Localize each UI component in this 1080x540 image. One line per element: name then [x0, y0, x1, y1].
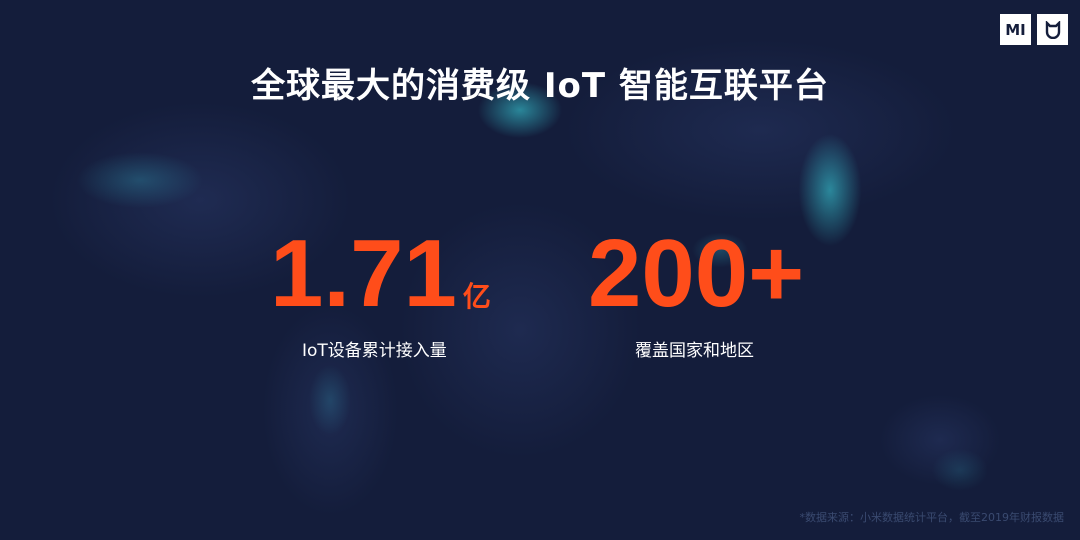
- mijia-logo: [1037, 14, 1068, 45]
- stat-countries: 200+ 覆盖国家和地区: [588, 226, 804, 362]
- stat-label: 覆盖国家和地区: [635, 341, 754, 361]
- stat-value: 1.71: [270, 220, 457, 327]
- stat-value: 200+: [588, 220, 805, 327]
- footnote: *数据来源：小米数据统计平台，截至2019年财报数据: [799, 511, 1065, 524]
- stat-label: IoT设备累计接入量: [302, 341, 447, 361]
- stat-unit: 亿: [462, 280, 491, 313]
- brand-logos: MI: [1000, 14, 1068, 45]
- mi-logo: MI: [1000, 14, 1031, 45]
- stat-devices: 1.71 亿 IoT设备累计接入量: [270, 226, 491, 362]
- page-title: 全球最大的消费级 IoT 智能互联平台: [251, 66, 829, 106]
